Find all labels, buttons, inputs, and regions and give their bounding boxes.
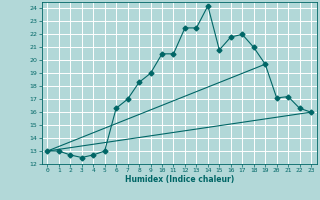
X-axis label: Humidex (Indice chaleur): Humidex (Indice chaleur) bbox=[124, 175, 234, 184]
